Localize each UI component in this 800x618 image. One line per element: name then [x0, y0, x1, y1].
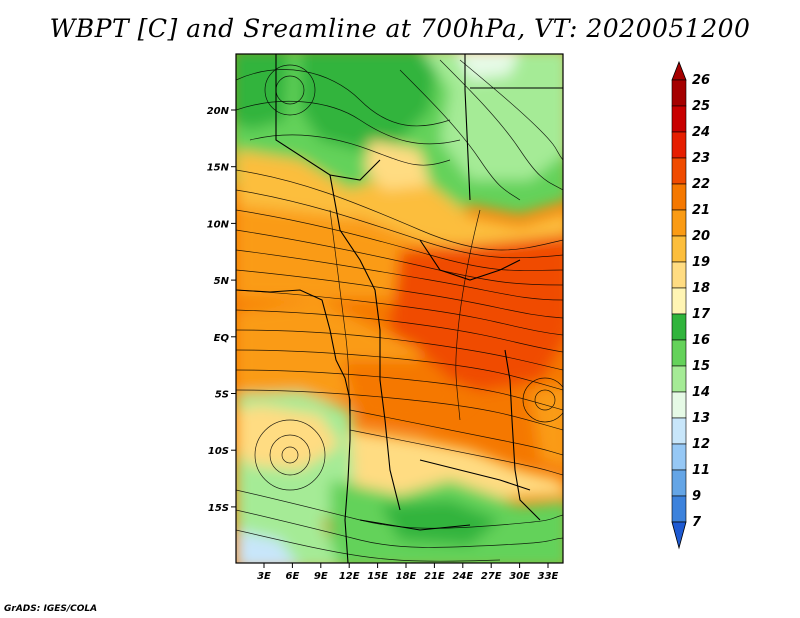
colorbar-label: 7 [692, 515, 702, 530]
y-tick-label: 5N [214, 276, 230, 287]
x-tick-label: 12E [339, 571, 360, 582]
y-tick-label: 20N [207, 106, 230, 117]
colorbar-label: 17 [692, 307, 711, 322]
x-tick-label: 3E [257, 571, 271, 582]
y-tick-label: 15S [208, 503, 229, 514]
axis-ticks: 3E 6E 9E 12E 15E 18E 21E 24E 27E 30E 33E 20N 15N 10N 5… [207, 106, 559, 582]
colorbar-label: 25 [692, 99, 710, 114]
colorbar-top-arrow [671, 60, 687, 81]
border-south2 [359, 519, 471, 531]
y-tick-label: EQ [214, 333, 230, 344]
colorbar-swatch [671, 391, 687, 419]
coastline-borders [236, 54, 563, 563]
plot-frame [235, 53, 564, 564]
x-tick-label: 30E [509, 571, 530, 582]
border-sudan [464, 54, 471, 201]
colorbar-label: 21 [692, 203, 710, 218]
colorbar-label: 11 [692, 463, 710, 478]
y-tick-label: 10N [207, 219, 230, 230]
colorbar-swatch [671, 287, 687, 315]
colorbar-swatch [671, 79, 687, 107]
border-east [504, 349, 541, 521]
wbpt-field [236, 54, 563, 563]
x-tick-label: 18E [396, 571, 417, 582]
colorbar: 26 25 24 23 22 21 20 19 18 17 16 15 14 13 12 11 9 7 [671, 60, 711, 550]
x-tick-label: 6E [286, 571, 300, 582]
x-tick-label: 15E [367, 571, 388, 582]
colorbar-swatch [671, 261, 687, 289]
colorbar-swatch [671, 235, 687, 263]
colorbar-label: 12 [692, 437, 710, 452]
grads-credit: GrADS: IGES/COLA [4, 604, 98, 614]
colorbar-swatch [671, 417, 687, 445]
x-tick-label: 33E [538, 571, 559, 582]
colorbar-swatch [671, 183, 687, 211]
colorbar-swatch [671, 365, 687, 393]
colorbar-label: 23 [692, 151, 710, 166]
y-tick-label: 10S [208, 446, 229, 457]
y-tick-label: 5S [215, 390, 229, 401]
colorbar-label: 24 [692, 125, 710, 140]
colorbar-bottom-arrow [671, 521, 687, 550]
colorbar-swatch [671, 105, 687, 133]
colorbar-swatch [671, 495, 687, 523]
west-coastline [236, 289, 351, 563]
border-central [329, 174, 401, 511]
colorbar-swatch [671, 157, 687, 185]
y-tick-label: 15N [207, 163, 230, 174]
border-south [419, 459, 531, 491]
x-tick-label: 27E [481, 571, 502, 582]
colorbar-label: 16 [692, 333, 710, 348]
colorbar-label: 26 [692, 73, 710, 88]
colorbar-swatch [671, 131, 687, 159]
colorbar-swatch [671, 443, 687, 471]
colorbar-label: 20 [692, 229, 710, 244]
colorbar-swatch [671, 313, 687, 341]
border-car [419, 239, 521, 281]
colorbar-label: 18 [692, 281, 710, 296]
colorbar-label: 9 [692, 489, 701, 504]
colorbar-label: 19 [692, 255, 710, 270]
map-title: WBPT [C] and Sreamline at 700hPa, VT: 20… [49, 14, 751, 43]
colorbar-label: 14 [692, 385, 710, 400]
colorbar-swatch [671, 209, 687, 237]
colorbar-label: 13 [692, 411, 710, 426]
x-tick-label: 9E [314, 571, 328, 582]
x-tick-label: 21E [424, 571, 445, 582]
streamlines [236, 59, 563, 562]
colorbar-swatch [671, 339, 687, 367]
x-tick-label: 24E [452, 571, 473, 582]
colorbar-label: 15 [692, 359, 710, 374]
colorbar-swatch [671, 469, 687, 497]
colorbar-label: 22 [692, 177, 710, 192]
